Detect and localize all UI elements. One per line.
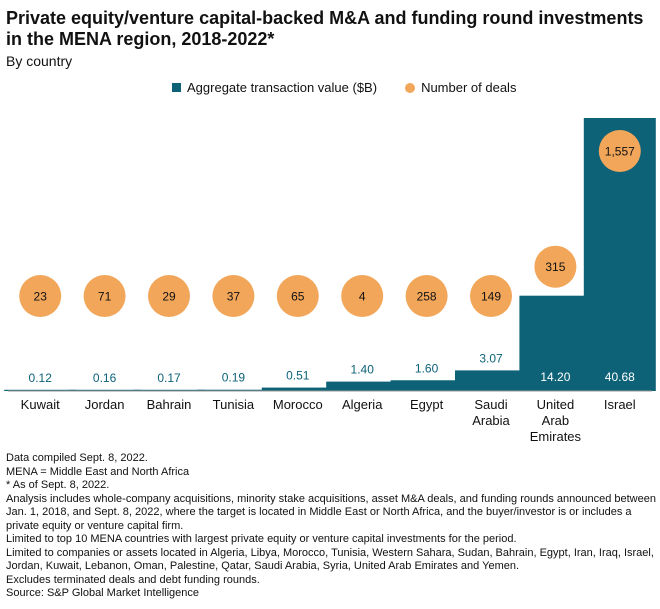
deal-count-label: 258 <box>417 290 437 304</box>
x-tick-label: Arab <box>542 413 569 428</box>
x-tick-label: Jordan <box>85 397 125 412</box>
x-tick-label: Arabia <box>472 413 510 428</box>
deal-count-dot <box>598 130 641 172</box>
footnote-line: Excludes terminated deals and debt fundi… <box>6 573 260 586</box>
bar-value-label: 40.68 <box>605 370 635 384</box>
bar <box>390 380 463 391</box>
chart-plot: 0.12 0.16 0.17 0.19 0.51 1.40 1.60 3.07 14.20 40.… <box>4 118 656 444</box>
chart-subtitle: By country <box>6 53 73 69</box>
x-tick-label: Kuwait <box>21 397 60 412</box>
bar-value-label: 0.19 <box>222 371 246 385</box>
bar <box>519 295 592 391</box>
bar <box>68 389 141 391</box>
x-tick-label: Tunisia <box>213 397 255 412</box>
x-tick-label: Algeria <box>342 397 383 412</box>
bar <box>261 387 334 391</box>
legend-label-dot: Number of deals <box>421 80 517 95</box>
bar <box>4 389 77 391</box>
bar-value-label: 0.17 <box>157 371 181 385</box>
bar <box>133 389 205 391</box>
footnotes: Data compiled Sept. 8, 2022. MENA = Middl… <box>6 452 658 601</box>
bar-value-label: 14.20 <box>540 370 570 384</box>
footnote-line: Limited to companies or assets located i… <box>6 546 654 573</box>
deal-count-label: 29 <box>162 290 176 304</box>
deal-count-label: 65 <box>291 290 305 304</box>
bar <box>326 381 399 391</box>
deal-count-label: 1,557 <box>605 145 635 159</box>
x-tick-label: Egypt <box>410 397 444 412</box>
legend: Aggregate transaction value ($B) Number … <box>172 80 516 95</box>
deal-count-dot <box>83 275 126 317</box>
x-tick-label: United <box>537 397 575 412</box>
footnote-line: * As of Sept. 8, 2022. <box>6 479 110 491</box>
bar-value-label: 0.16 <box>93 371 117 385</box>
x-tick-label: Israel <box>604 397 636 412</box>
dots-group: 23 71 29 37 65 4 258 149 315 1,557 <box>19 130 641 317</box>
x-tick-label: Bahrain <box>147 397 192 412</box>
deal-count-dot <box>405 275 448 317</box>
deal-count-label: 315 <box>545 260 565 274</box>
bar <box>455 370 527 391</box>
deal-count-dot <box>276 275 319 317</box>
deal-count-label: 37 <box>227 290 241 304</box>
footnote-line: Limited to top 10 MENA countries with la… <box>6 533 517 545</box>
x-axis-labels: Kuwait Jordan Bahrain Tunisia Morocco Algeria… <box>21 397 636 444</box>
legend-label-bar: Aggregate transaction value ($B) <box>187 80 378 95</box>
deal-count-dot <box>534 245 577 288</box>
bar-value-label: 1.40 <box>351 363 375 377</box>
deal-count-dot <box>341 275 384 317</box>
footnote-line: MENA = Middle East and North Africa <box>6 465 190 478</box>
footnote-line: Analysis includes whole-company acquisit… <box>6 492 656 532</box>
chart-title: Private equity/venture capital-backed M&… <box>6 8 644 49</box>
deal-count-label: 4 <box>359 290 366 304</box>
bar-value-label: 3.07 <box>479 351 503 365</box>
x-tick-label: Saudi <box>474 397 507 412</box>
deal-count-dot <box>212 275 255 317</box>
deal-count-label: 23 <box>34 290 48 304</box>
footnote-line: Data compiled Sept. 8, 2022. <box>6 452 148 464</box>
x-tick-label: Emirates <box>530 429 582 444</box>
bar-value-label: 0.12 <box>29 371 53 385</box>
legend-swatch-dot <box>405 82 416 93</box>
bar-value-label: 0.51 <box>286 369 310 383</box>
deal-count-dot <box>19 275 62 317</box>
deal-count-label: 149 <box>481 290 501 304</box>
deal-count-label: 71 <box>98 290 112 304</box>
bar <box>197 389 270 391</box>
legend-swatch-bar <box>172 83 181 92</box>
x-tick-label: Morocco <box>273 397 323 412</box>
footnote-line: Source: S&P Global Market Intelligence <box>6 587 200 599</box>
deal-count-dot <box>470 275 512 317</box>
deal-count-dot <box>148 275 190 317</box>
bar-value-label: 1.60 <box>415 361 439 375</box>
